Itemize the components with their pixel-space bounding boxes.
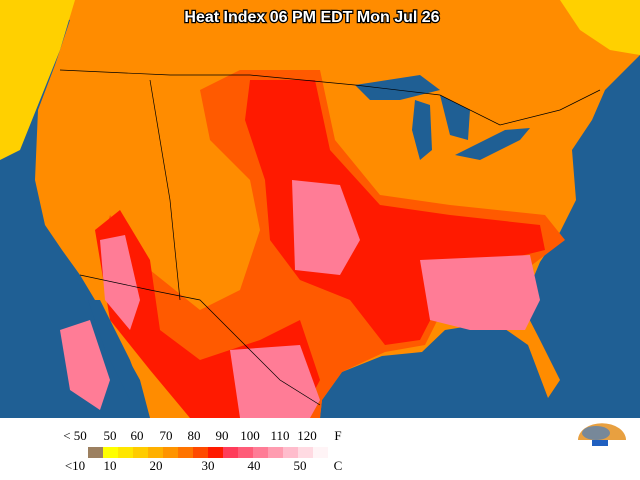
pink-mexico	[60, 320, 110, 410]
fahrenheit-label: 70	[160, 428, 173, 443]
legend-swatch	[208, 447, 223, 458]
yellow-ne	[560, 0, 640, 55]
map-title: Heat Index 06 PM EDT Mon Jul 26	[184, 9, 439, 26]
fahrenheit-label: 110	[270, 428, 289, 443]
logo-base	[592, 440, 608, 446]
mexico-border	[79, 274, 321, 406]
logo-cloud	[582, 426, 610, 440]
lake-superior	[355, 75, 440, 100]
celsius-label: 30	[202, 458, 215, 473]
celsius-unit: C	[334, 458, 343, 473]
legend-swatch	[313, 447, 328, 458]
legend-swatch	[298, 447, 313, 458]
legend-swatch	[148, 447, 163, 458]
legend-swatch	[178, 447, 193, 458]
legend: < 50 50 60 70 80 90 100 110 120 F <10 10 20 30 40 50 C	[63, 428, 342, 473]
hot-core	[245, 80, 545, 345]
gulf-of-california	[88, 300, 145, 400]
legend-swatch	[238, 447, 253, 458]
yellow-nw	[0, 0, 75, 160]
pink-southwest	[100, 235, 140, 330]
legend-swatch	[133, 447, 148, 458]
fahrenheit-label: 80	[188, 428, 201, 443]
celsius-label: 50	[294, 458, 307, 473]
legend-swatch	[253, 447, 268, 458]
fahrenheit-unit: F	[334, 428, 341, 443]
fahrenheit-label: 100	[240, 428, 260, 443]
fahrenheit-label: 60	[131, 428, 144, 443]
fahrenheit-label: 50	[104, 428, 117, 443]
pink-southeast	[420, 255, 540, 330]
pink-texas	[230, 345, 320, 418]
logo	[578, 423, 626, 446]
map	[0, 0, 640, 418]
legend-swatch	[268, 447, 283, 458]
legend-swatch	[103, 447, 118, 458]
legend-swatch	[163, 447, 178, 458]
lake-michigan	[412, 100, 432, 160]
legend-swatch	[88, 447, 103, 458]
legend-swatch	[193, 447, 208, 458]
pink-plains	[292, 180, 360, 275]
legend-swatch	[118, 447, 133, 458]
fahrenheit-label: 120	[297, 428, 317, 443]
legend-swatch	[223, 447, 238, 458]
fahrenheit-label: < 50	[63, 428, 87, 443]
celsius-label: 20	[150, 458, 163, 473]
celsius-label: 40	[248, 458, 261, 473]
legend-swatch	[283, 447, 298, 458]
canada-border	[59, 69, 601, 126]
celsius-label: 10	[104, 458, 117, 473]
lake-erie-ontario	[455, 128, 530, 160]
fahrenheit-label: 90	[216, 428, 229, 443]
borders	[59, 69, 601, 406]
state-lines	[149, 79, 181, 301]
celsius-label: <10	[65, 458, 85, 473]
